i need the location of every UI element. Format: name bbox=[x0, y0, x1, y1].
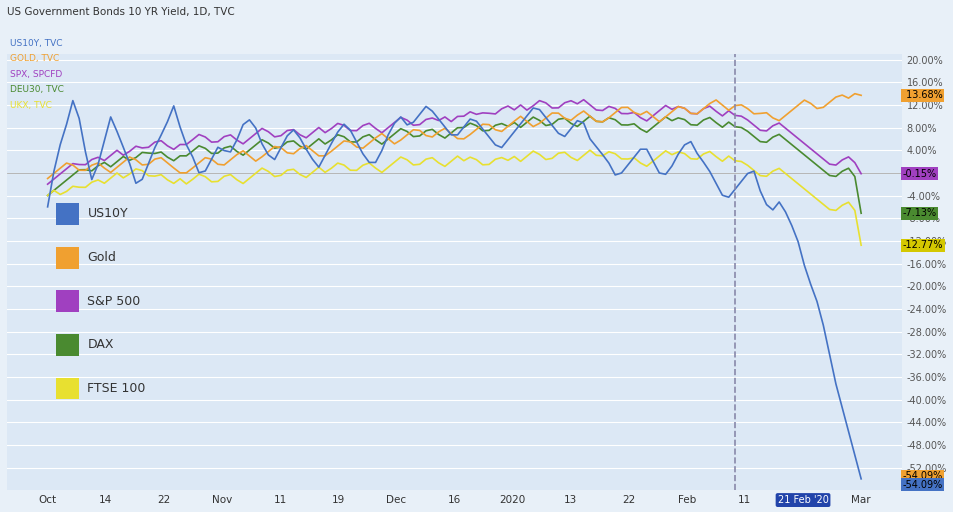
Text: US Government Bonds 10 YR Yield, 1D, TVC: US Government Bonds 10 YR Yield, 1D, TVC bbox=[7, 7, 234, 17]
Text: 13.68%: 13.68% bbox=[902, 90, 942, 100]
FancyBboxPatch shape bbox=[56, 378, 78, 399]
Text: UKX, TVC: UKX, TVC bbox=[10, 100, 51, 110]
Text: Gold: Gold bbox=[88, 251, 116, 264]
Text: US10Y, TVC: US10Y, TVC bbox=[10, 39, 62, 48]
Text: DAX: DAX bbox=[88, 338, 113, 351]
Text: -54.09%: -54.09% bbox=[902, 480, 942, 489]
FancyBboxPatch shape bbox=[56, 290, 78, 312]
Text: SPX, SPCFD: SPX, SPCFD bbox=[10, 70, 62, 79]
Text: GOLD, TVC: GOLD, TVC bbox=[10, 54, 59, 63]
Text: -12.77%: -12.77% bbox=[902, 240, 943, 250]
Text: US10Y: US10Y bbox=[88, 207, 128, 221]
FancyBboxPatch shape bbox=[56, 247, 78, 268]
FancyBboxPatch shape bbox=[56, 334, 78, 356]
Text: DEU30, TVC: DEU30, TVC bbox=[10, 85, 63, 94]
Text: -7.13%: -7.13% bbox=[902, 208, 936, 218]
FancyBboxPatch shape bbox=[56, 203, 78, 225]
Text: FTSE 100: FTSE 100 bbox=[88, 382, 146, 395]
Text: -0.15%: -0.15% bbox=[902, 168, 936, 179]
Text: S&P 500: S&P 500 bbox=[88, 295, 141, 308]
Text: -54.09%: -54.09% bbox=[902, 471, 942, 481]
